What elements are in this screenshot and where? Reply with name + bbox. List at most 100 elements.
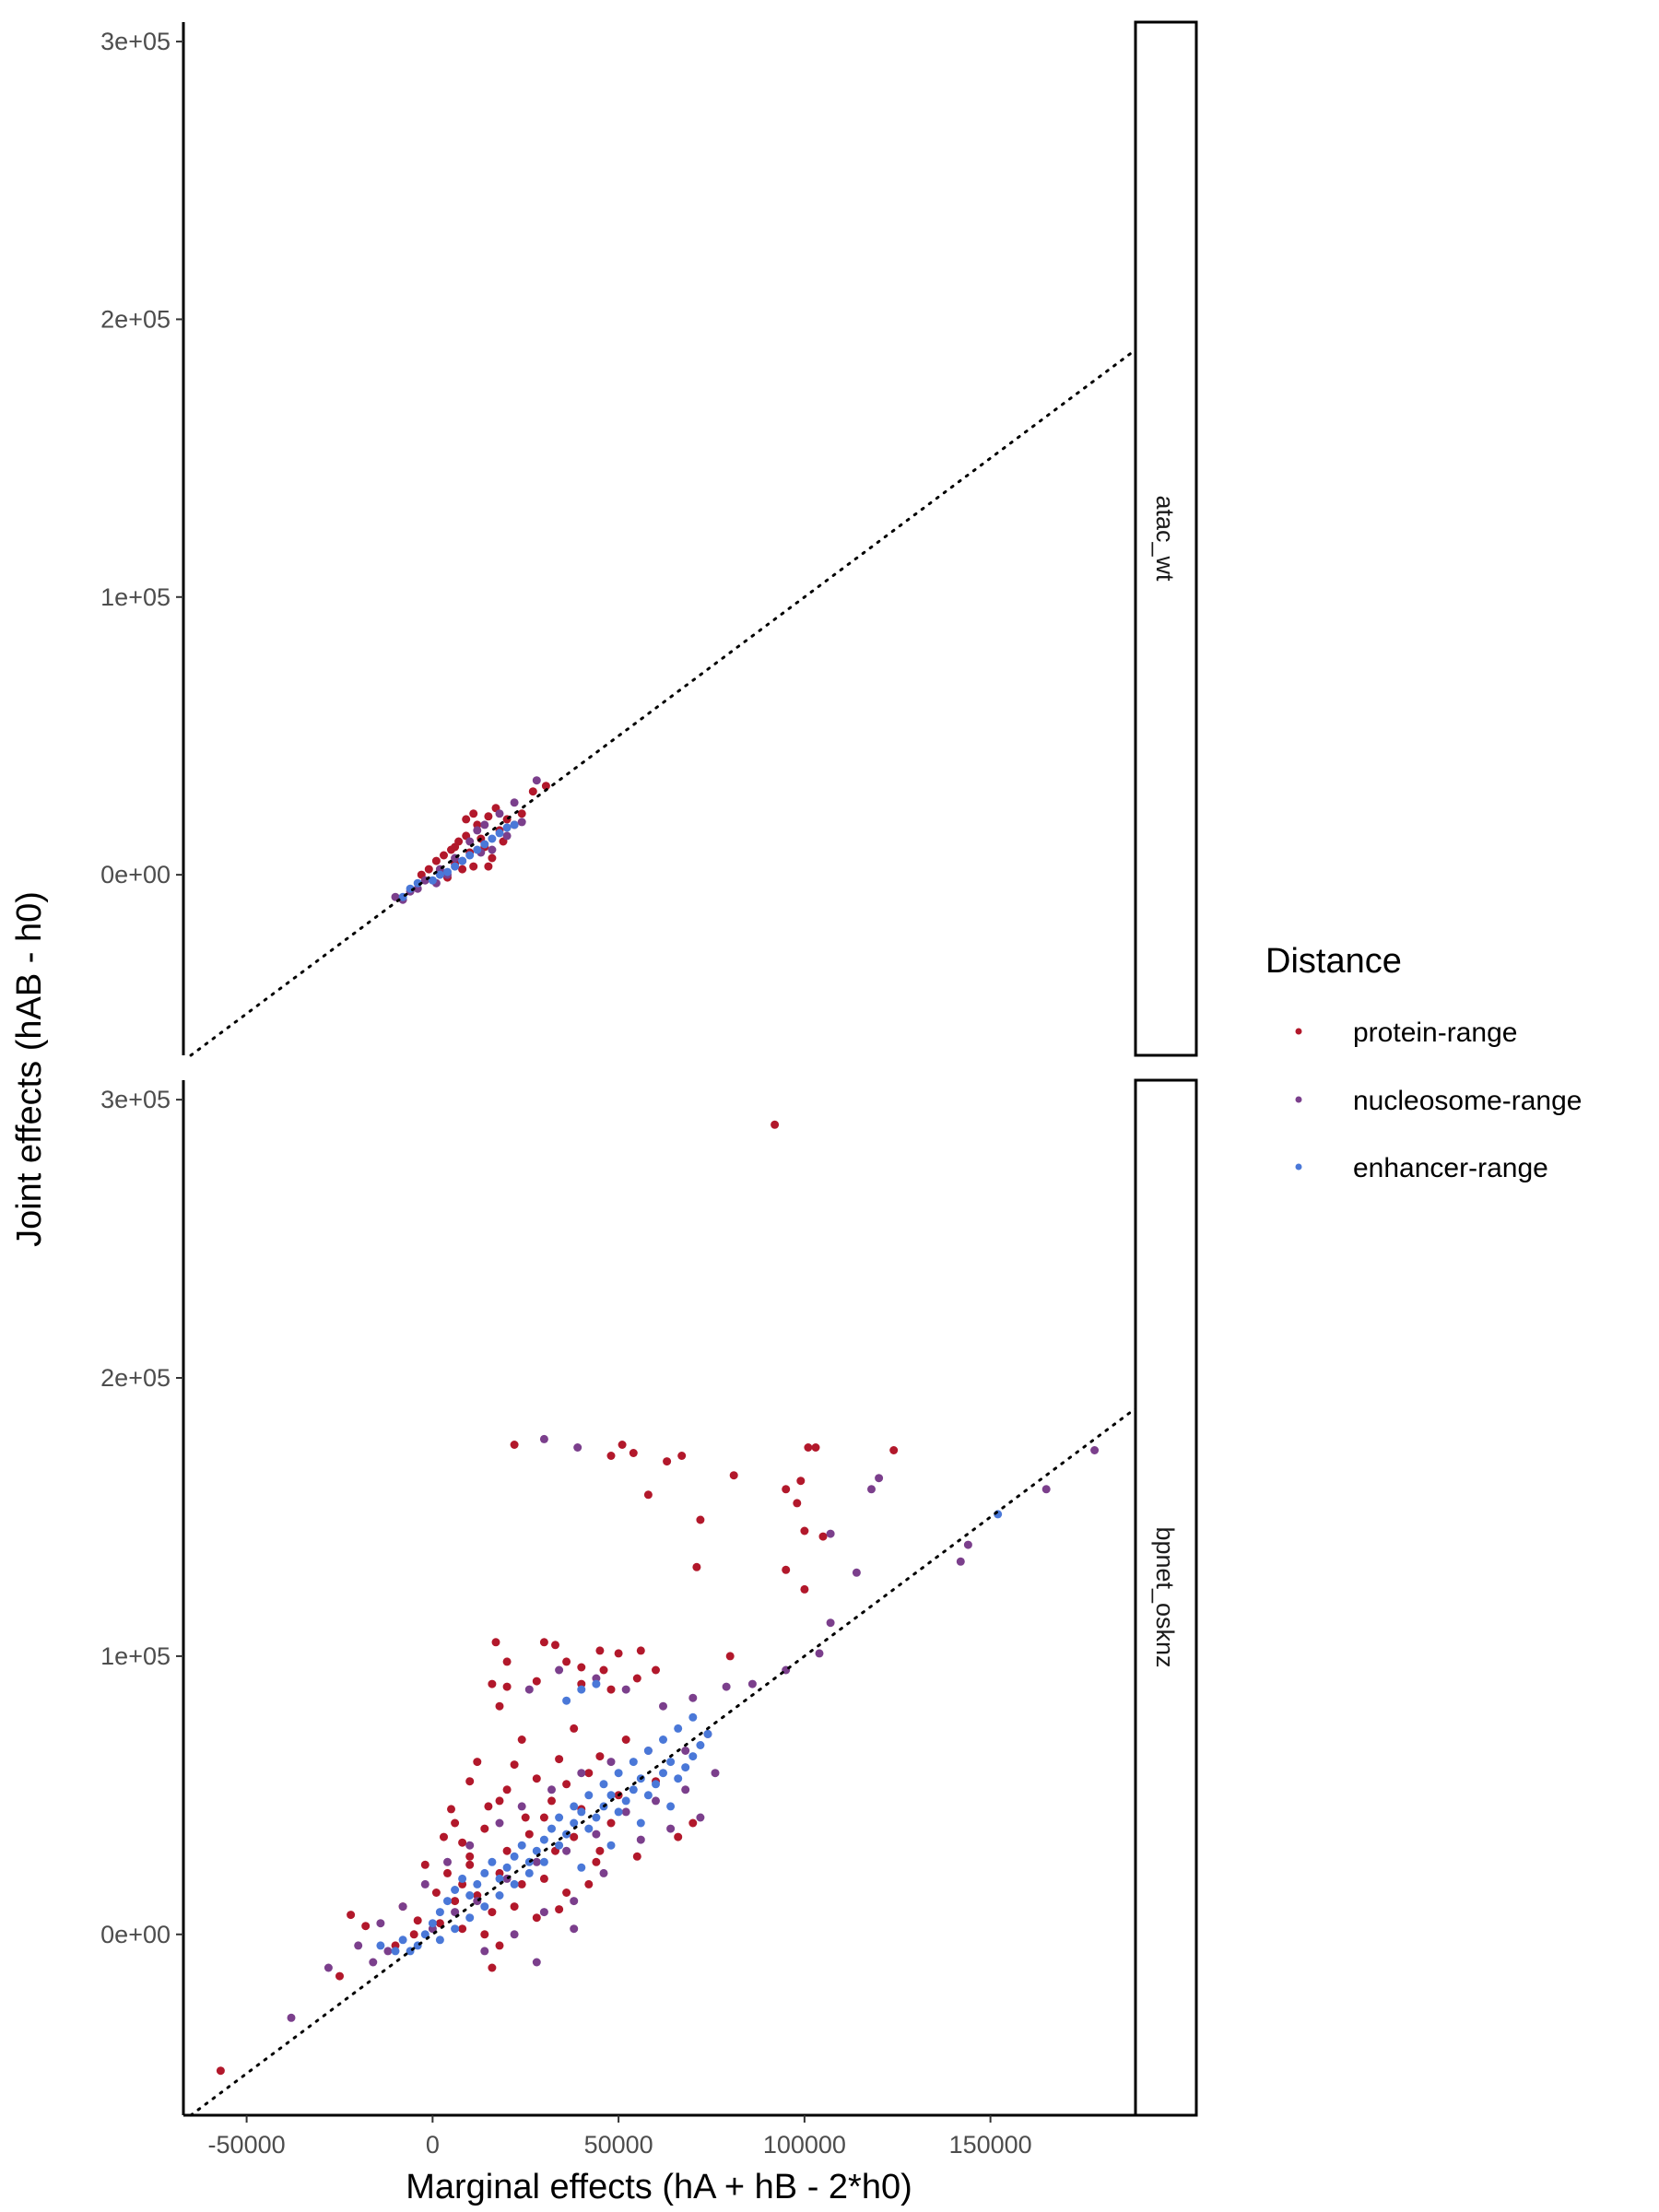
y-tick-label: 2e+05 bbox=[100, 305, 171, 333]
point-enhancer-range-51 bbox=[584, 1791, 594, 1800]
point-protein-range-10 bbox=[729, 1471, 738, 1480]
legend-key-protein bbox=[1295, 1028, 1302, 1035]
point-nucleosome-range-3 bbox=[963, 1540, 972, 1549]
point-protein-range-75 bbox=[488, 1908, 497, 1917]
point-protein-range-29 bbox=[484, 862, 493, 871]
point-nucleosome-range-20 bbox=[524, 1685, 534, 1694]
y-tick-label: 3e+05 bbox=[100, 1086, 171, 1113]
point-protein-range-51 bbox=[521, 1813, 530, 1822]
point-nucleosome-range-17 bbox=[517, 818, 526, 827]
point-nucleosome-range-25 bbox=[577, 1769, 586, 1778]
point-protein-range-76 bbox=[510, 1902, 519, 1912]
point-nucleosome-range-52 bbox=[636, 1835, 645, 1844]
point-protein-range-68 bbox=[517, 1879, 526, 1888]
point-protein-range-29 bbox=[562, 1657, 571, 1666]
point-nucleosome-range-55 bbox=[539, 1908, 548, 1917]
point-enhancer-range-19 bbox=[570, 1818, 579, 1828]
point-enhancer-range-6 bbox=[480, 840, 489, 849]
point-protein-range-41 bbox=[510, 1760, 519, 1770]
x-axis-title: Marginal effects (hA + hB - 2*h0) bbox=[406, 2168, 912, 2206]
point-enhancer-range-10 bbox=[443, 867, 452, 877]
point-protein-range-43 bbox=[595, 1752, 605, 1761]
point-protein-range-99 bbox=[517, 1735, 526, 1744]
point-enhancer-range-33 bbox=[465, 1891, 475, 1900]
x-tick-label: 0 bbox=[426, 2131, 440, 2159]
point-enhancer-range-59 bbox=[480, 1902, 489, 1912]
point-protein-range-71 bbox=[584, 1879, 594, 1888]
point-protein-range-0 bbox=[541, 782, 550, 791]
point-protein-range-87 bbox=[335, 1971, 344, 1981]
point-protein-range-59 bbox=[524, 1830, 534, 1839]
point-enhancer-range-17 bbox=[584, 1824, 594, 1833]
point-protein-range-9 bbox=[431, 856, 441, 865]
point-protein-range-30 bbox=[577, 1663, 586, 1672]
y-axis-title: Joint effects (hAB - h0) bbox=[10, 891, 49, 1247]
point-protein-range-64 bbox=[420, 1860, 429, 1869]
point-enhancer-range-11 bbox=[458, 856, 467, 865]
point-enhancer-range-27 bbox=[510, 1852, 519, 1861]
point-enhancer-range-37 bbox=[435, 1908, 444, 1917]
point-protein-range-1 bbox=[528, 787, 537, 796]
point-protein-range-20 bbox=[800, 1584, 809, 1594]
point-enhancer-range-13 bbox=[614, 1807, 623, 1817]
point-protein-range-72 bbox=[431, 1888, 441, 1897]
point-protein-range-70 bbox=[562, 1888, 571, 1897]
point-enhancer-range-11 bbox=[629, 1785, 638, 1794]
y-tick-label: 3e+05 bbox=[100, 28, 171, 55]
point-nucleosome-range-47 bbox=[652, 1796, 660, 1806]
point-nucleosome-range-59 bbox=[532, 1958, 541, 1967]
point-protein-range-8 bbox=[440, 851, 448, 860]
point-enhancer-range-52 bbox=[614, 1769, 623, 1778]
point-enhancer-range-48 bbox=[674, 1724, 683, 1733]
point-nucleosome-range-15 bbox=[688, 1693, 698, 1702]
legend: Distance protein-range nucleosome-range … bbox=[1265, 942, 1582, 1183]
point-enhancer-range-5 bbox=[674, 1774, 683, 1783]
point-nucleosome-range-27 bbox=[517, 1802, 526, 1811]
point-protein-range-100 bbox=[570, 1724, 579, 1733]
point-protein-range-5 bbox=[663, 1457, 672, 1466]
point-protein-range-94 bbox=[539, 1813, 548, 1822]
point-enhancer-range-2 bbox=[696, 1741, 705, 1749]
point-nucleosome-range-19 bbox=[555, 1665, 564, 1675]
point-protein-range-9 bbox=[889, 1446, 899, 1454]
point-protein-range-22 bbox=[469, 862, 478, 871]
point-protein-range-39 bbox=[495, 1701, 504, 1711]
point-enhancer-range-64 bbox=[577, 1685, 586, 1694]
point-nucleosome-range-30 bbox=[443, 1857, 452, 1866]
panel-atac-y-ticks: 0e+00 1e+05 2e+05 3e+05 bbox=[100, 28, 183, 888]
strip-atac-box bbox=[1134, 20, 1198, 1057]
point-protein-range-73 bbox=[451, 1897, 460, 1906]
point-protein-range-44 bbox=[465, 1777, 475, 1786]
point-nucleosome-range-3 bbox=[480, 820, 489, 830]
panel-bpnet-points bbox=[216, 1120, 1100, 2076]
point-protein-range-20 bbox=[458, 865, 467, 874]
point-protein-range-85 bbox=[347, 1911, 356, 1920]
point-nucleosome-range-29 bbox=[465, 1841, 475, 1850]
point-nucleosome-range-53 bbox=[599, 1868, 608, 1877]
point-nucleosome-range-50 bbox=[696, 1813, 705, 1822]
y-tick-label: 2e+05 bbox=[100, 1364, 171, 1392]
point-protein-range-28 bbox=[502, 1657, 512, 1666]
point-enhancer-range-3 bbox=[435, 870, 444, 879]
point-enhancer-range-18 bbox=[577, 1807, 586, 1817]
point-nucleosome-range-58 bbox=[570, 1924, 579, 1934]
point-protein-range-47 bbox=[562, 1780, 571, 1789]
point-nucleosome-range-46 bbox=[621, 1807, 630, 1817]
point-protein-range-58 bbox=[502, 1846, 512, 1855]
point-enhancer-range-1 bbox=[703, 1729, 712, 1738]
point-protein-range-0 bbox=[771, 1120, 780, 1129]
strip-atac-label: atac_wt bbox=[1151, 495, 1179, 582]
point-enhancer-range-35 bbox=[451, 1886, 460, 1894]
point-enhancer-range-54 bbox=[555, 1813, 564, 1822]
point-nucleosome-range-56 bbox=[510, 1930, 519, 1939]
point-nucleosome-range-9 bbox=[391, 892, 400, 901]
point-nucleosome-range-2 bbox=[956, 1557, 965, 1566]
point-protein-range-66 bbox=[465, 1860, 475, 1869]
point-protein-range-80 bbox=[413, 1916, 422, 1925]
point-nucleosome-range-49 bbox=[711, 1769, 720, 1778]
point-nucleosome-range-13 bbox=[747, 1679, 757, 1688]
point-enhancer-range-14 bbox=[502, 823, 512, 832]
point-enhancer-range-56 bbox=[524, 1868, 534, 1877]
point-protein-range-2 bbox=[618, 1441, 627, 1449]
point-protein-range-90 bbox=[216, 2066, 225, 2076]
